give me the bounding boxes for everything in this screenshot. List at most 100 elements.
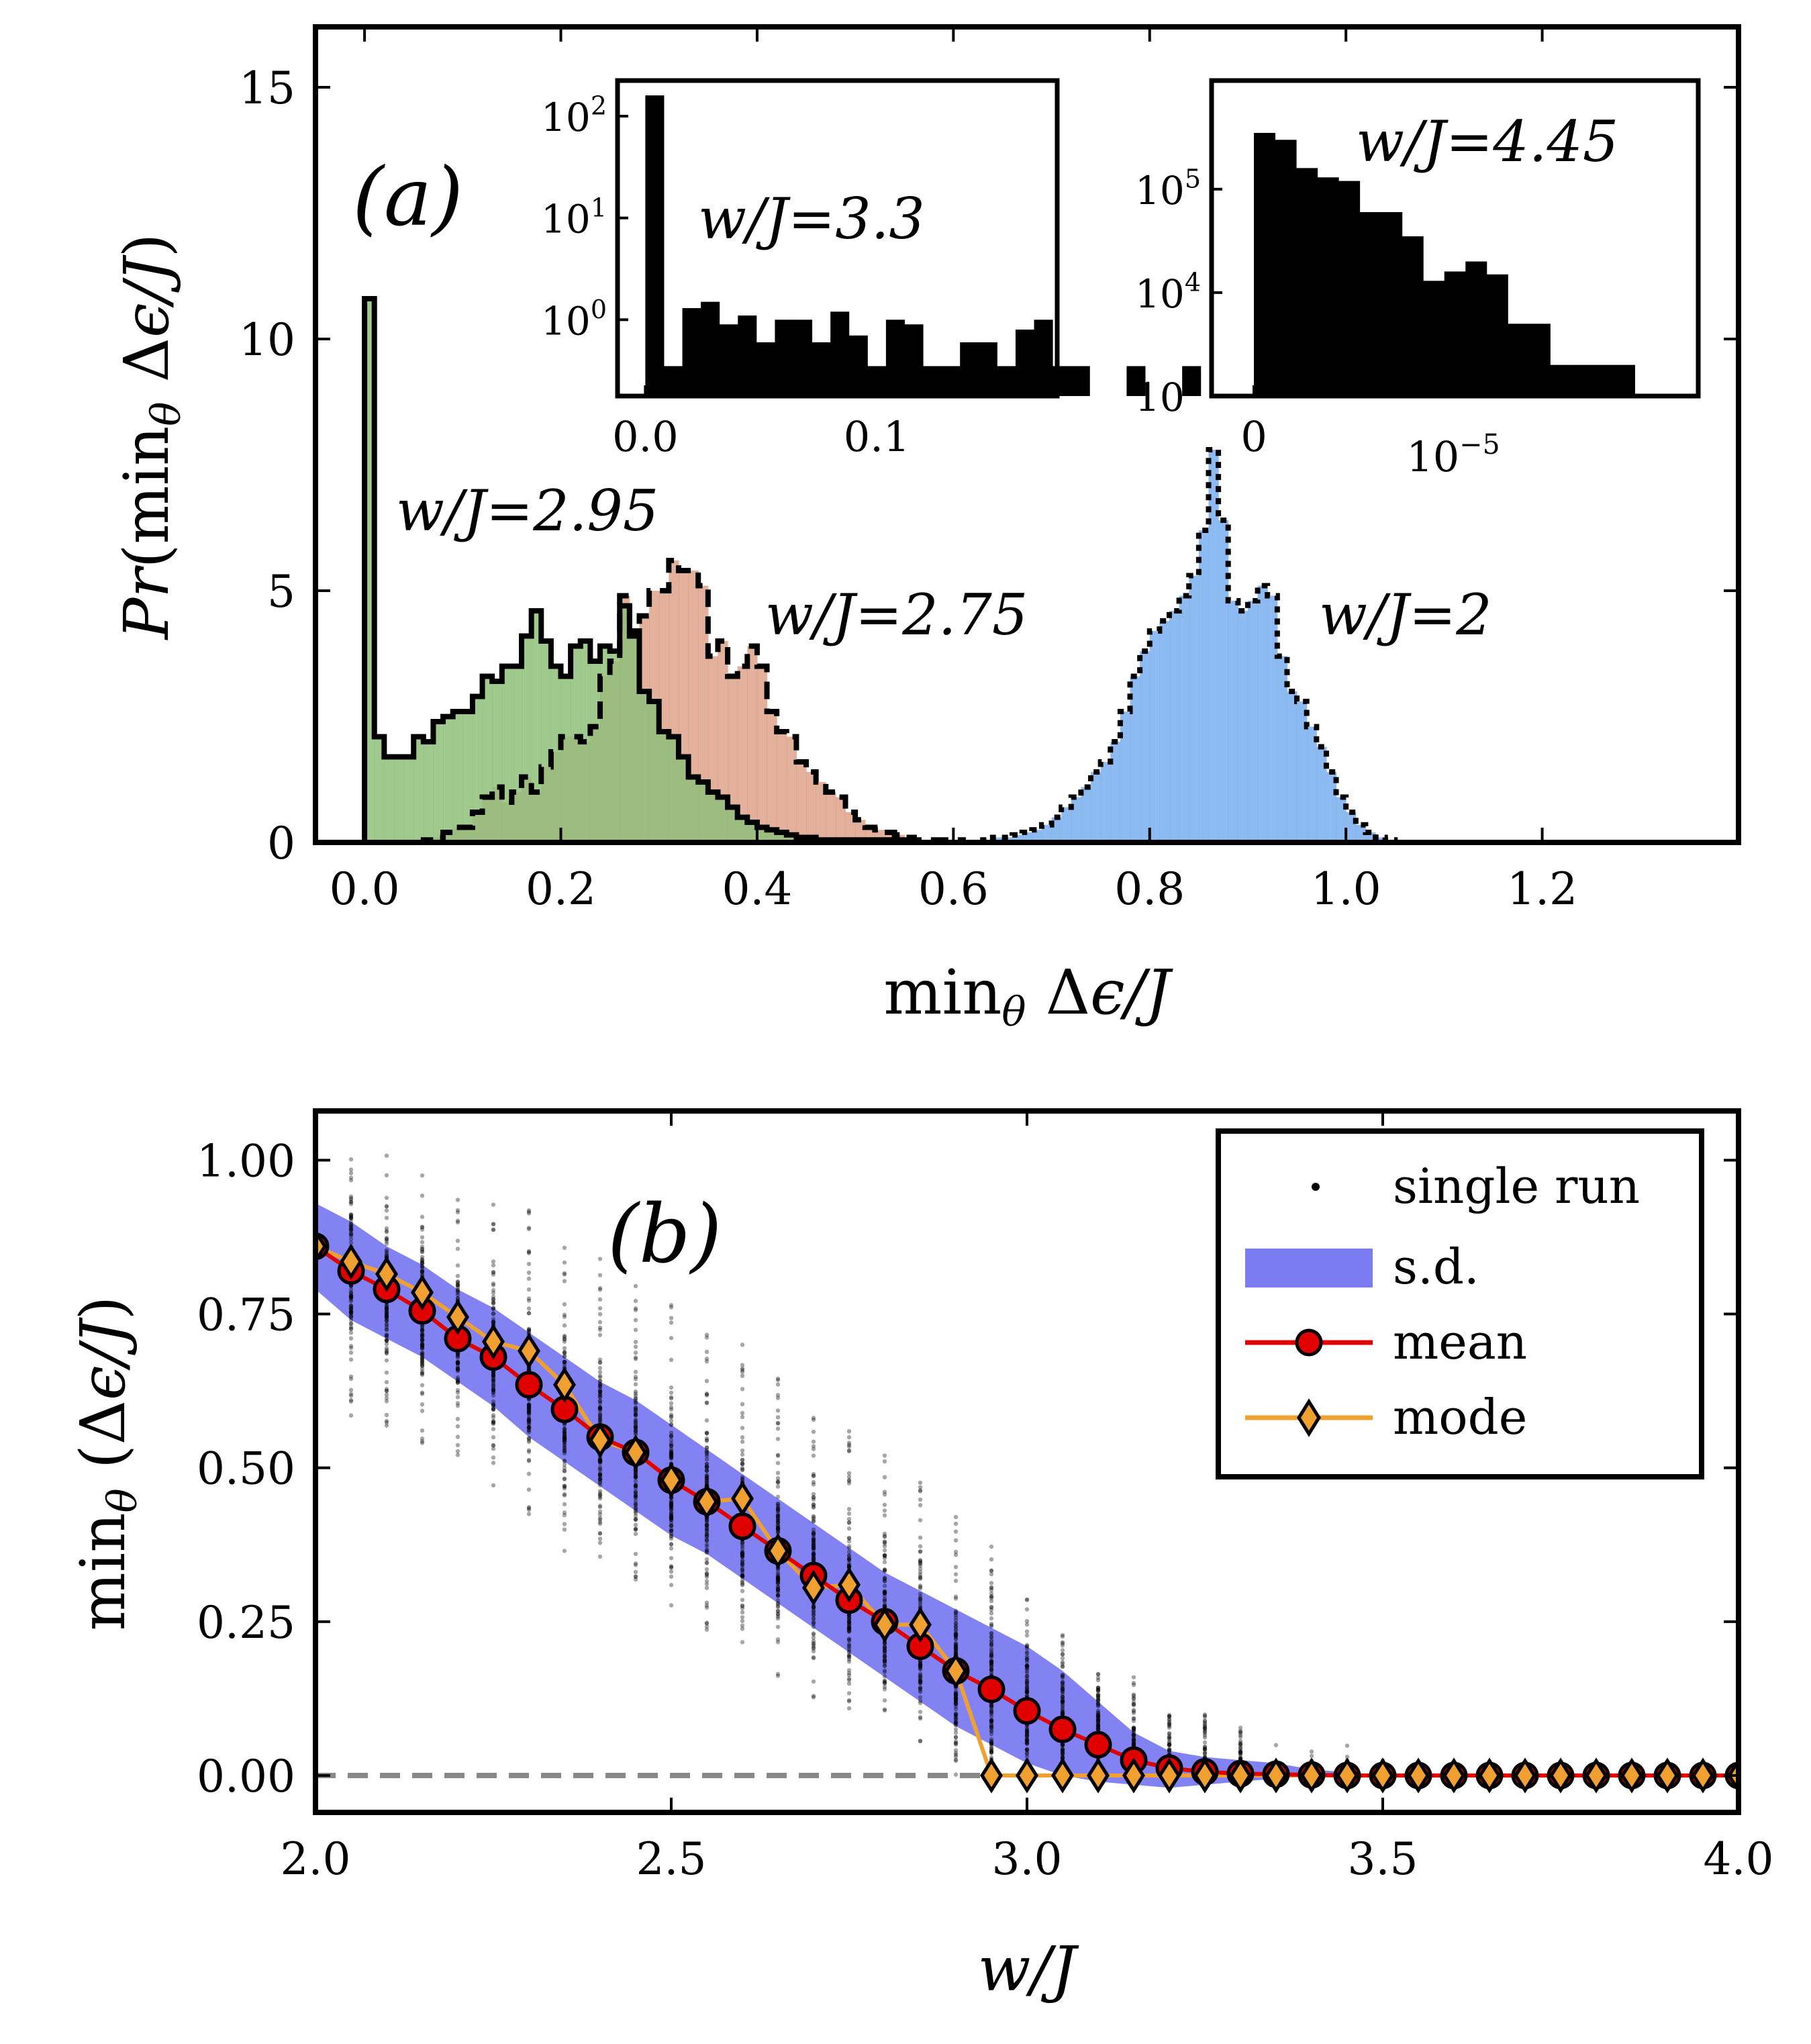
- single-run-point: [811, 1624, 816, 1629]
- mode-point: [1620, 1757, 1643, 1794]
- single-run-point: [1095, 1694, 1101, 1699]
- single-run-point: [455, 1361, 460, 1366]
- single-run-point: [597, 1554, 603, 1559]
- single-run-point: [1024, 1751, 1030, 1757]
- single-run-point: [1131, 1743, 1136, 1748]
- single-run-point: [455, 1380, 460, 1385]
- single-run-point: [384, 1338, 389, 1343]
- inset-w33-y-tick-label: 100: [541, 295, 607, 344]
- single-run-point: [1131, 1741, 1136, 1746]
- single-run-point: [597, 1477, 603, 1482]
- single-run-point: [775, 1382, 781, 1387]
- single-run-point: [1095, 1724, 1101, 1729]
- single-run-point: [348, 1214, 354, 1219]
- single-run-point: [348, 1283, 354, 1288]
- single-run-point: [1024, 1676, 1030, 1681]
- single-run-point: [882, 1651, 887, 1656]
- single-run-point: [846, 1647, 852, 1651]
- single-run-point: [348, 1330, 354, 1335]
- single-run-point: [918, 1489, 923, 1494]
- single-run-point: [597, 1477, 603, 1481]
- single-run-point: [491, 1283, 496, 1287]
- single-run-point: [420, 1249, 425, 1254]
- single-run-point: [882, 1540, 887, 1545]
- single-run-point: [491, 1402, 496, 1407]
- hist-bar-wJ295: [492, 681, 503, 842]
- single-run-point: [562, 1432, 567, 1437]
- mean-point: [1084, 1731, 1112, 1759]
- single-run-point: [526, 1311, 532, 1316]
- single-run-point: [704, 1449, 709, 1455]
- mode-point: [873, 1606, 896, 1643]
- single-run-point: [989, 1718, 994, 1723]
- single-run-point: [633, 1396, 638, 1401]
- single-run-point: [989, 1635, 994, 1640]
- single-run-point: [811, 1557, 816, 1563]
- single-run-point: [811, 1537, 816, 1542]
- single-run-point: [455, 1283, 460, 1287]
- single-run-point: [562, 1443, 567, 1448]
- inset-w445-frame: [1209, 78, 1701, 399]
- single-run-point: [989, 1704, 994, 1708]
- hist-outline-wJ2: [980, 447, 1398, 842]
- single-run-point: [918, 1686, 923, 1691]
- single-run-point: [953, 1529, 959, 1534]
- single-run-point: [633, 1508, 638, 1512]
- single-run-point: [1060, 1686, 1065, 1691]
- single-run-point: [633, 1498, 638, 1503]
- single-run-point: [846, 1626, 852, 1631]
- single-run-point: [348, 1299, 354, 1304]
- single-run-point: [740, 1574, 745, 1579]
- single-run-point: [953, 1631, 959, 1635]
- inset-w445-bar: [1592, 364, 1614, 396]
- hist-bar-wJ2: [1130, 676, 1140, 842]
- single-run-point: [597, 1458, 603, 1463]
- single-run-point: [1238, 1746, 1243, 1751]
- single-run-point: [811, 1605, 816, 1610]
- single-run-point: [1202, 1724, 1208, 1729]
- single-run-point: [1167, 1748, 1172, 1753]
- single-run-point: [740, 1573, 745, 1577]
- single-run-point: [633, 1432, 638, 1437]
- single-run-point: [491, 1377, 496, 1382]
- single-run-point: [1024, 1686, 1030, 1690]
- single-run-point: [384, 1249, 389, 1254]
- single-run-point: [562, 1451, 567, 1456]
- single-run-point: [953, 1697, 959, 1702]
- single-run-point: [704, 1473, 709, 1477]
- single-run-point: [669, 1407, 674, 1412]
- inset-w445-bar: [1254, 132, 1276, 396]
- single-run-point: [989, 1604, 994, 1610]
- single-run-point: [811, 1546, 816, 1551]
- single-run-point: [846, 1520, 852, 1525]
- single-run-point: [669, 1500, 674, 1506]
- single-run-point: [1202, 1713, 1208, 1718]
- mode-point: [1265, 1757, 1287, 1794]
- single-run-point: [669, 1453, 674, 1458]
- inset-w33-y-tick-label: 102: [541, 91, 607, 140]
- single-run-point: [1024, 1651, 1030, 1656]
- single-run-point: [597, 1472, 603, 1477]
- legend-single-run-label: single run: [1393, 1158, 1640, 1214]
- single-run-point: [846, 1539, 852, 1544]
- single-run-point: [491, 1447, 496, 1451]
- single-run-point: [989, 1750, 994, 1755]
- single-run-point: [740, 1559, 745, 1563]
- single-run-point: [420, 1428, 425, 1433]
- single-run-point: [1024, 1663, 1030, 1669]
- single-run-point: [740, 1475, 745, 1479]
- single-run-point: [384, 1310, 389, 1314]
- single-run-point: [384, 1251, 389, 1256]
- single-run-point: [348, 1350, 354, 1355]
- single-run-point: [669, 1533, 674, 1539]
- single-run-point: [775, 1673, 781, 1678]
- inset-w445-y-tick-label: 105: [1135, 164, 1201, 213]
- single-run-point: [526, 1402, 532, 1407]
- single-run-point: [348, 1287, 354, 1292]
- single-run-point: [1024, 1730, 1030, 1735]
- single-run-point: [1095, 1718, 1101, 1722]
- single-run-point: [348, 1167, 354, 1172]
- single-run-point: [491, 1307, 496, 1312]
